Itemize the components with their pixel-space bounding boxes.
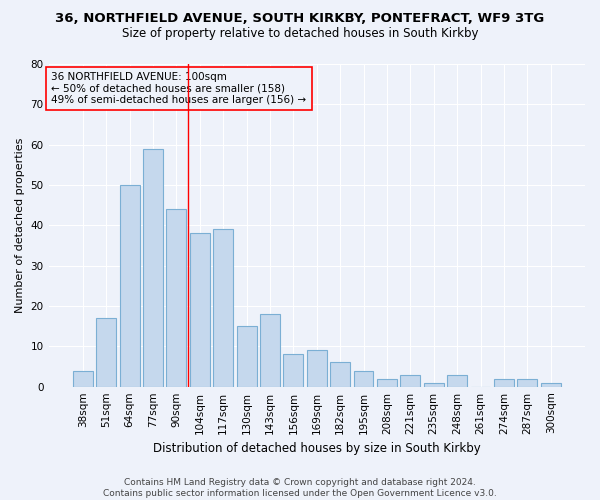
Bar (97, 318, 116, 386)
Bar (400, 374, 420, 386)
Text: Size of property relative to detached houses in South Kirkby: Size of property relative to detached ho… (122, 28, 478, 40)
Bar (166, 209, 187, 386)
Bar (190, 234, 210, 386)
Bar (283, 354, 304, 386)
Bar (73, 370, 93, 386)
Text: Contains HM Land Registry data © Crown copyright and database right 2024.
Contai: Contains HM Land Registry data © Crown c… (103, 478, 497, 498)
Text: 36 NORTHFIELD AVENUE: 100sqm
← 50% of detached houses are smaller (158)
49% of s: 36 NORTHFIELD AVENUE: 100sqm ← 50% of de… (51, 72, 307, 106)
Y-axis label: Number of detached properties: Number of detached properties (15, 138, 25, 313)
Bar (143, 148, 163, 386)
Bar (236, 326, 257, 386)
Bar (353, 370, 373, 386)
Bar (517, 378, 537, 386)
Bar (541, 382, 560, 386)
Bar (330, 362, 350, 386)
Bar (424, 382, 443, 386)
Text: 36, NORTHFIELD AVENUE, SOUTH KIRKBY, PONTEFRACT, WF9 3TG: 36, NORTHFIELD AVENUE, SOUTH KIRKBY, PON… (55, 12, 545, 26)
X-axis label: Distribution of detached houses by size in South Kirkby: Distribution of detached houses by size … (153, 442, 481, 455)
Bar (213, 230, 233, 386)
Bar (377, 378, 397, 386)
Bar (307, 350, 327, 386)
Bar (494, 378, 514, 386)
Bar (260, 314, 280, 386)
Bar (120, 185, 140, 386)
Bar (447, 374, 467, 386)
